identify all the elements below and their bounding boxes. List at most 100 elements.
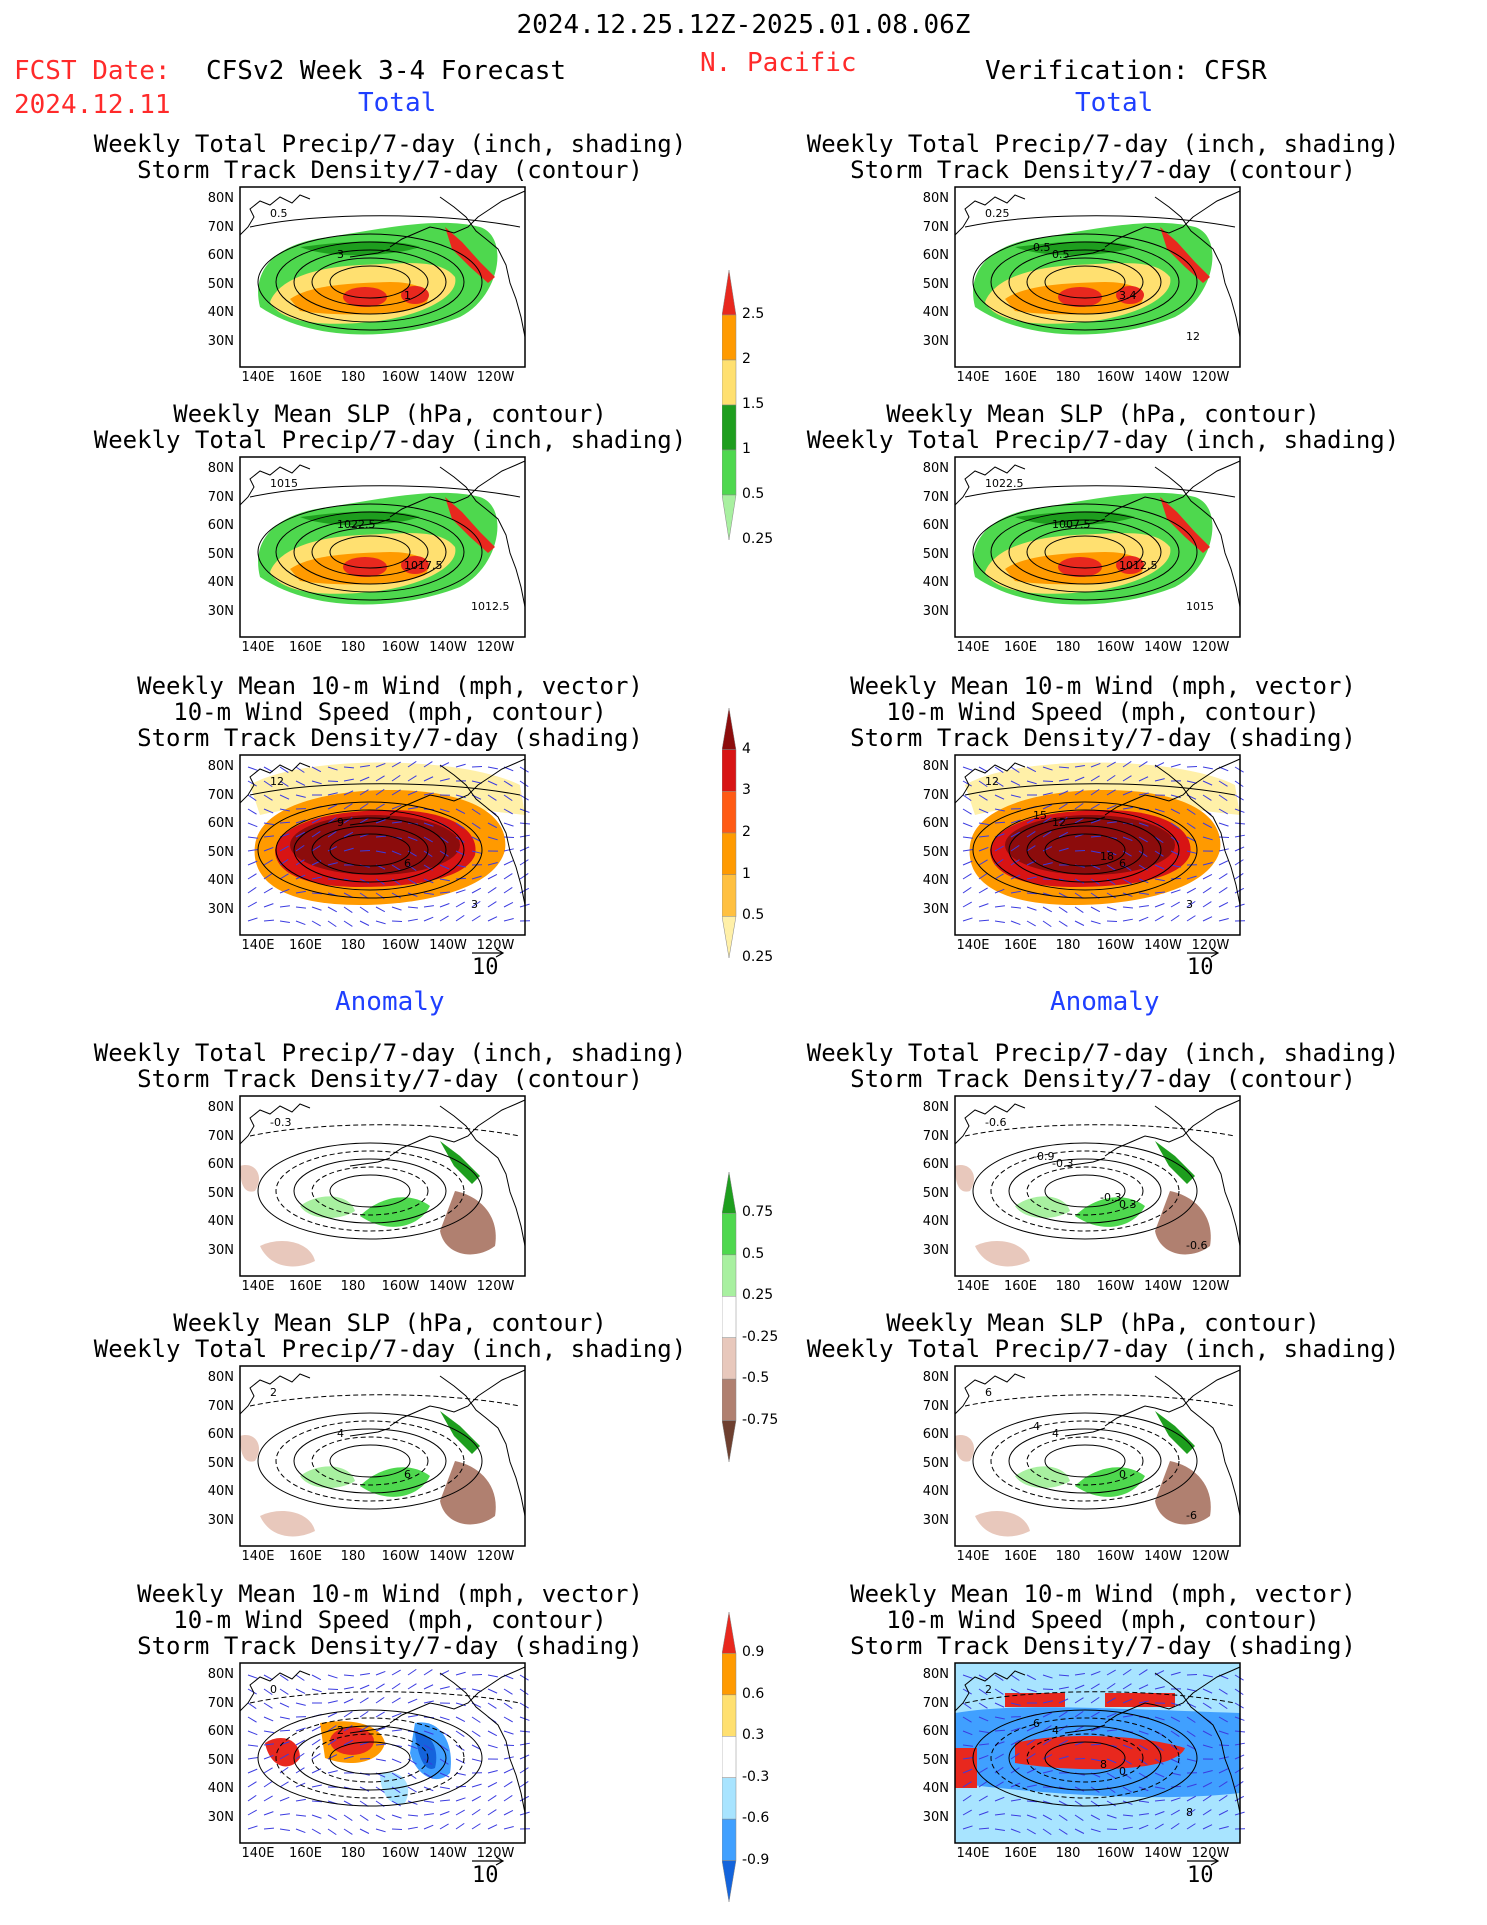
lon-label: 160W xyxy=(1096,1846,1135,1861)
lon-label: 140W xyxy=(429,1549,467,1564)
lat-label: 30N xyxy=(207,603,234,619)
panel-title-line: Weekly Mean SLP (hPa, contour) xyxy=(886,400,1320,428)
contour-label: -0.6 xyxy=(1186,1239,1207,1252)
lat-label: 50N xyxy=(922,1185,949,1201)
lon-label: 160E xyxy=(288,1846,323,1861)
colorbar-label: -0.6 xyxy=(742,1810,770,1827)
colorbar-label: 0.75 xyxy=(742,1204,774,1221)
colorbar-label: -0.3 xyxy=(742,1768,770,1785)
lon-label: 160W xyxy=(1096,1549,1135,1564)
map-fcst-total-wind: 12 9 6 3 xyxy=(239,754,531,936)
lon-label: 140E xyxy=(241,1549,275,1564)
colorbar-segment xyxy=(722,1818,737,1861)
lon-label: 140W xyxy=(429,640,467,655)
contours xyxy=(249,215,521,331)
shading xyxy=(973,222,1213,335)
lon-label: 140E xyxy=(241,1279,275,1294)
panel-title: Weekly Total Precip/7-day (inch, shading… xyxy=(773,131,1433,183)
lon-label: 180 xyxy=(1055,938,1081,953)
lat-label: 40N xyxy=(207,873,234,888)
contour-label: 2 xyxy=(337,1724,344,1737)
section-total-right: Total xyxy=(1075,88,1154,118)
panel-title-line: Storm Track Density/7-day (contour) xyxy=(137,1065,643,1093)
colorbar-segment xyxy=(722,1612,737,1654)
lon-label: 180 xyxy=(340,1279,366,1294)
colorbar-segment xyxy=(722,916,737,959)
colorbar-label: 1.5 xyxy=(742,396,765,412)
contour-label: 3.4 xyxy=(1119,289,1137,302)
panel-title: Weekly Mean 10-m Wind (mph, vector) 10-m … xyxy=(773,1581,1433,1659)
wind-vectors xyxy=(962,1668,1246,1836)
colorbar-segment xyxy=(722,314,737,361)
lat-label: 50N xyxy=(207,546,234,562)
lat-label: 40N xyxy=(922,1781,949,1796)
panel-title-line: Storm Track Density/7-day (shading) xyxy=(137,1632,643,1660)
lat-label: 30N xyxy=(922,333,949,349)
contour-label: 1022.5 xyxy=(985,477,1024,490)
contours xyxy=(964,1691,1236,1807)
colorbar-label: 2 xyxy=(742,824,751,840)
contour-label: 3 xyxy=(471,898,478,911)
colorbar-label: 1 xyxy=(742,441,751,457)
lat-label: 80N xyxy=(207,461,234,476)
lon-label: 160E xyxy=(288,1549,323,1564)
lat-label: 70N xyxy=(207,1695,234,1711)
lat-label: 60N xyxy=(922,1724,949,1739)
product-title: CFSv2 Week 3-4 Forecast xyxy=(206,56,567,86)
lat-label: 80N xyxy=(922,461,949,476)
contours xyxy=(964,215,1236,331)
lat-label: 50N xyxy=(922,1455,949,1471)
map-ver-total-precip: 0.25 0.5 3.4 12 0.5 xyxy=(954,186,1241,368)
contour-label: 1022.5 xyxy=(337,518,376,531)
colorbar-segment xyxy=(722,449,737,496)
contour-label: 0.5 xyxy=(1033,241,1051,254)
contour-label: -0.3 xyxy=(1100,1191,1121,1204)
map-ver-anom-precip: -0.6 -0.3 0.3 -0.6 -0.9 -0.3 xyxy=(954,1095,1241,1277)
lat-label: 50N xyxy=(207,1455,234,1471)
lon-label: 120W xyxy=(1191,1846,1230,1861)
map-svg: 0.25 0.5 3.4 12 0.5 xyxy=(954,186,1241,368)
lon-label: 140W xyxy=(429,370,467,385)
coastline xyxy=(239,1099,526,1247)
lat-label: 50N xyxy=(207,1185,234,1201)
lat-label: 40N xyxy=(207,575,234,590)
lon-label: 180 xyxy=(1055,1279,1081,1294)
lon-label: 160W xyxy=(1096,1279,1135,1294)
lat-label: 60N xyxy=(207,1724,234,1739)
lon-label: 120W xyxy=(476,370,515,385)
lon-label: 180 xyxy=(1055,1549,1081,1564)
lat-label: 40N xyxy=(922,1484,949,1499)
shading xyxy=(973,492,1213,605)
lon-label: 140W xyxy=(1144,640,1182,655)
panel-title-line: Storm Track Density/7-day (shading) xyxy=(850,1632,1356,1660)
lat-label: 30N xyxy=(207,1512,234,1528)
map-svg: 0.5 3 1 xyxy=(239,186,526,368)
lat-label: 70N xyxy=(207,1128,234,1144)
contour-label: 2 xyxy=(985,1683,992,1696)
contour-label: 1015 xyxy=(1186,600,1214,613)
coastline xyxy=(239,190,526,338)
lon-label: 120W xyxy=(1191,1549,1230,1564)
contour-label: 12 xyxy=(270,775,284,788)
panel-title-line: 10-m Wind Speed (mph, contour) xyxy=(886,1606,1320,1634)
contour-label: 6 xyxy=(404,857,411,870)
colorbar-label: 0.25 xyxy=(742,949,774,965)
colorbar-segment xyxy=(722,1213,737,1256)
contours xyxy=(249,1124,521,1240)
fcst-date-label: FCST Date: xyxy=(14,56,171,86)
lon-label: 120W xyxy=(1191,640,1230,655)
map-svg: 12 12 6 3 15 18 xyxy=(954,754,1246,936)
contours xyxy=(249,485,521,601)
colorbar-segment xyxy=(722,1337,737,1380)
lon-label: 160W xyxy=(381,640,420,655)
panel-title-line: Storm Track Density/7-day (shading) xyxy=(850,724,1356,752)
lon-label: 140E xyxy=(241,640,275,655)
lon-label: 140W xyxy=(1144,1549,1182,1564)
lat-label: 30N xyxy=(922,1512,949,1528)
colorbar-label: 4 xyxy=(742,740,751,757)
colorbar-label: 0.25 xyxy=(742,531,774,547)
colorbar-storm_total xyxy=(722,708,737,959)
lon-label: 180 xyxy=(1055,370,1081,385)
coastline xyxy=(954,1666,1241,1814)
lon-label: 140E xyxy=(956,1846,990,1861)
